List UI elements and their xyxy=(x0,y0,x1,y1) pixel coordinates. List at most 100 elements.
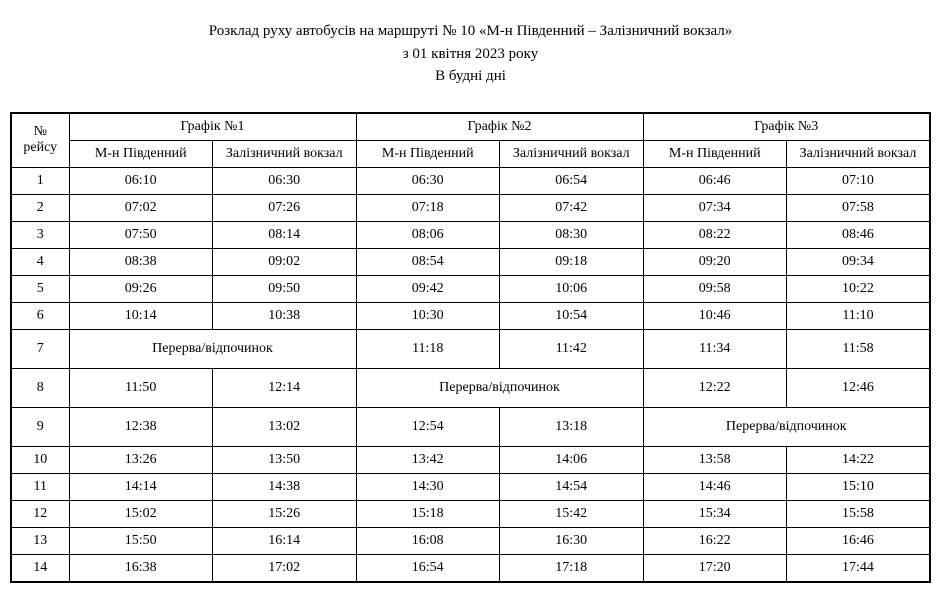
table-row: 610:1410:3810:3010:5410:4611:10 xyxy=(11,302,930,329)
cell-g2b: 08:30 xyxy=(500,221,644,248)
cell-g3b: 14:22 xyxy=(787,446,931,473)
header-stop-b: Залізничний вокзал xyxy=(213,140,357,167)
cell-g3a: 10:46 xyxy=(643,302,787,329)
cell-g3b: 16:46 xyxy=(787,527,931,554)
cell-g1a: 15:02 xyxy=(69,500,213,527)
cell-g2a: 14:30 xyxy=(356,473,500,500)
cell-g3b: 11:58 xyxy=(787,329,931,368)
cell-g1a: 15:50 xyxy=(69,527,213,554)
cell-g1b: 09:50 xyxy=(213,275,357,302)
schedule-table: № рейсу Графік №1 Графік №2 Графік №3 М-… xyxy=(10,112,931,583)
cell-trip-no: 14 xyxy=(11,554,69,582)
table-body: 106:1006:3006:3006:5406:4607:10207:0207:… xyxy=(11,167,930,582)
cell-g2a: 08:06 xyxy=(356,221,500,248)
cell-g2a: 11:18 xyxy=(356,329,500,368)
cell-g3a: 09:58 xyxy=(643,275,787,302)
cell-g1a: 07:02 xyxy=(69,194,213,221)
cell-g3a: 12:22 xyxy=(643,368,787,407)
header-stop-a: М-н Південний xyxy=(356,140,500,167)
cell-g3b: 09:34 xyxy=(787,248,931,275)
cell-g2a: 10:30 xyxy=(356,302,500,329)
header-schedule-1: Графік №1 xyxy=(69,113,356,141)
cell-g1b: 12:14 xyxy=(213,368,357,407)
table-row: 912:3813:0212:5413:18Перерва/відпочинок xyxy=(11,407,930,446)
cell-g2a: 16:08 xyxy=(356,527,500,554)
cell-g1a: 09:26 xyxy=(69,275,213,302)
table-row: 1215:0215:2615:1815:4215:3415:58 xyxy=(11,500,930,527)
table-row: 1013:2613:5013:4214:0613:5814:22 xyxy=(11,446,930,473)
cell-g2b: 11:42 xyxy=(500,329,644,368)
cell-g3b: 11:10 xyxy=(787,302,931,329)
cell-g2b: 09:18 xyxy=(500,248,644,275)
cell-trip-no: 9 xyxy=(11,407,69,446)
cell-g3b: 15:58 xyxy=(787,500,931,527)
cell-g3a: 08:22 xyxy=(643,221,787,248)
cell-g1a: 10:14 xyxy=(69,302,213,329)
cell-g1a: 16:38 xyxy=(69,554,213,582)
table-row: 408:3809:0208:5409:1809:2009:34 xyxy=(11,248,930,275)
cell-g3a: 14:46 xyxy=(643,473,787,500)
cell-break: Перерва/відпочинок xyxy=(356,368,643,407)
cell-g2a: 07:18 xyxy=(356,194,500,221)
cell-g2b: 07:42 xyxy=(500,194,644,221)
table-row: 1416:3817:0216:5417:1817:2017:44 xyxy=(11,554,930,582)
cell-g1b: 17:02 xyxy=(213,554,357,582)
cell-g1b: 07:26 xyxy=(213,194,357,221)
table-row: 1315:5016:1416:0816:3016:2216:46 xyxy=(11,527,930,554)
cell-trip-no: 8 xyxy=(11,368,69,407)
table-row: 207:0207:2607:1807:4207:3407:58 xyxy=(11,194,930,221)
cell-g2b: 10:54 xyxy=(500,302,644,329)
cell-g3a: 13:58 xyxy=(643,446,787,473)
table-row: 106:1006:3006:3006:5406:4607:10 xyxy=(11,167,930,194)
cell-g1b: 15:26 xyxy=(213,500,357,527)
table-row: 7Перерва/відпочинок11:1811:4211:3411:58 xyxy=(11,329,930,368)
cell-g1a: 12:38 xyxy=(69,407,213,446)
cell-g2a: 12:54 xyxy=(356,407,500,446)
cell-g1a: 06:10 xyxy=(69,167,213,194)
cell-trip-no: 6 xyxy=(11,302,69,329)
cell-trip-no: 12 xyxy=(11,500,69,527)
cell-g3b: 12:46 xyxy=(787,368,931,407)
table-row: 307:5008:1408:0608:3008:2208:46 xyxy=(11,221,930,248)
cell-trip-no: 2 xyxy=(11,194,69,221)
cell-g2b: 17:18 xyxy=(500,554,644,582)
cell-g3b: 15:10 xyxy=(787,473,931,500)
table-row: 509:2609:5009:4210:0609:5810:22 xyxy=(11,275,930,302)
cell-break: Перерва/відпочинок xyxy=(643,407,930,446)
cell-g2b: 10:06 xyxy=(500,275,644,302)
cell-g1a: 11:50 xyxy=(69,368,213,407)
cell-break: Перерва/відпочинок xyxy=(69,329,356,368)
cell-g1a: 07:50 xyxy=(69,221,213,248)
cell-trip-no: 4 xyxy=(11,248,69,275)
cell-g2a: 16:54 xyxy=(356,554,500,582)
cell-trip-no: 13 xyxy=(11,527,69,554)
cell-g3a: 09:20 xyxy=(643,248,787,275)
cell-trip-no: 7 xyxy=(11,329,69,368)
cell-g2a: 08:54 xyxy=(356,248,500,275)
cell-g1b: 09:02 xyxy=(213,248,357,275)
header-stop-a: М-н Південний xyxy=(69,140,213,167)
title-block: Розклад руху автобусів на маршруті № 10 … xyxy=(10,20,931,88)
cell-g2a: 09:42 xyxy=(356,275,500,302)
cell-g3a: 11:34 xyxy=(643,329,787,368)
cell-g2b: 14:54 xyxy=(500,473,644,500)
cell-g3b: 07:58 xyxy=(787,194,931,221)
header-schedule-2: Графік №2 xyxy=(356,113,643,141)
title-line-3: В будні дні xyxy=(10,65,931,88)
cell-g2a: 15:18 xyxy=(356,500,500,527)
cell-trip-no: 11 xyxy=(11,473,69,500)
cell-g1a: 14:14 xyxy=(69,473,213,500)
title-line-1: Розклад руху автобусів на маршруті № 10 … xyxy=(10,20,931,43)
cell-g1a: 08:38 xyxy=(69,248,213,275)
header-stop-a: М-н Південний xyxy=(643,140,787,167)
cell-g2a: 13:42 xyxy=(356,446,500,473)
cell-g2b: 14:06 xyxy=(500,446,644,473)
cell-trip-no: 3 xyxy=(11,221,69,248)
cell-g2b: 15:42 xyxy=(500,500,644,527)
cell-g1b: 16:14 xyxy=(213,527,357,554)
header-stop-b: Залізничний вокзал xyxy=(500,140,644,167)
cell-g1b: 10:38 xyxy=(213,302,357,329)
cell-g3a: 16:22 xyxy=(643,527,787,554)
cell-g3a: 17:20 xyxy=(643,554,787,582)
cell-g3b: 07:10 xyxy=(787,167,931,194)
